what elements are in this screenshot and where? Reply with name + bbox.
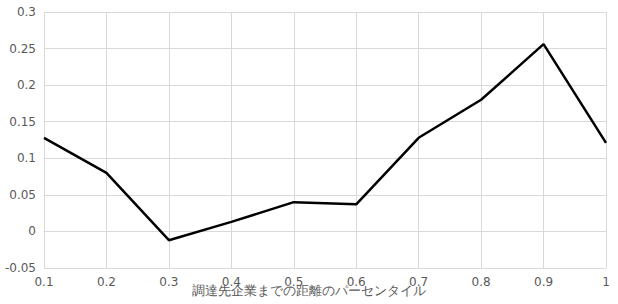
svg-text:-0.05: -0.05 — [5, 261, 36, 275]
svg-text:0.9: 0.9 — [534, 275, 553, 289]
svg-text:0.5: 0.5 — [284, 275, 304, 289]
svg-text:0.6: 0.6 — [346, 275, 366, 289]
svg-text:調達先企業までの距離のパーセンタイル: 調達先企業までの距離のパーセンタイル — [192, 283, 426, 298]
svg-text:0.1: 0.1 — [17, 151, 36, 165]
svg-text:0.3: 0.3 — [159, 275, 178, 289]
svg-text:0: 0 — [28, 224, 36, 238]
svg-text:0.8: 0.8 — [472, 275, 491, 289]
svg-text:0.25: 0.25 — [9, 42, 36, 56]
svg-text:0.2: 0.2 — [97, 275, 116, 289]
svg-text:0.4: 0.4 — [221, 275, 241, 289]
svg-text:0.2: 0.2 — [17, 78, 36, 92]
svg-text:0.3: 0.3 — [17, 5, 36, 19]
svg-text:0.1: 0.1 — [34, 275, 53, 289]
svg-text:0.7: 0.7 — [409, 275, 429, 289]
svg-text:1: 1 — [602, 275, 610, 289]
svg-text:0.15: 0.15 — [9, 115, 36, 129]
svg-text:0.05: 0.05 — [9, 188, 36, 202]
